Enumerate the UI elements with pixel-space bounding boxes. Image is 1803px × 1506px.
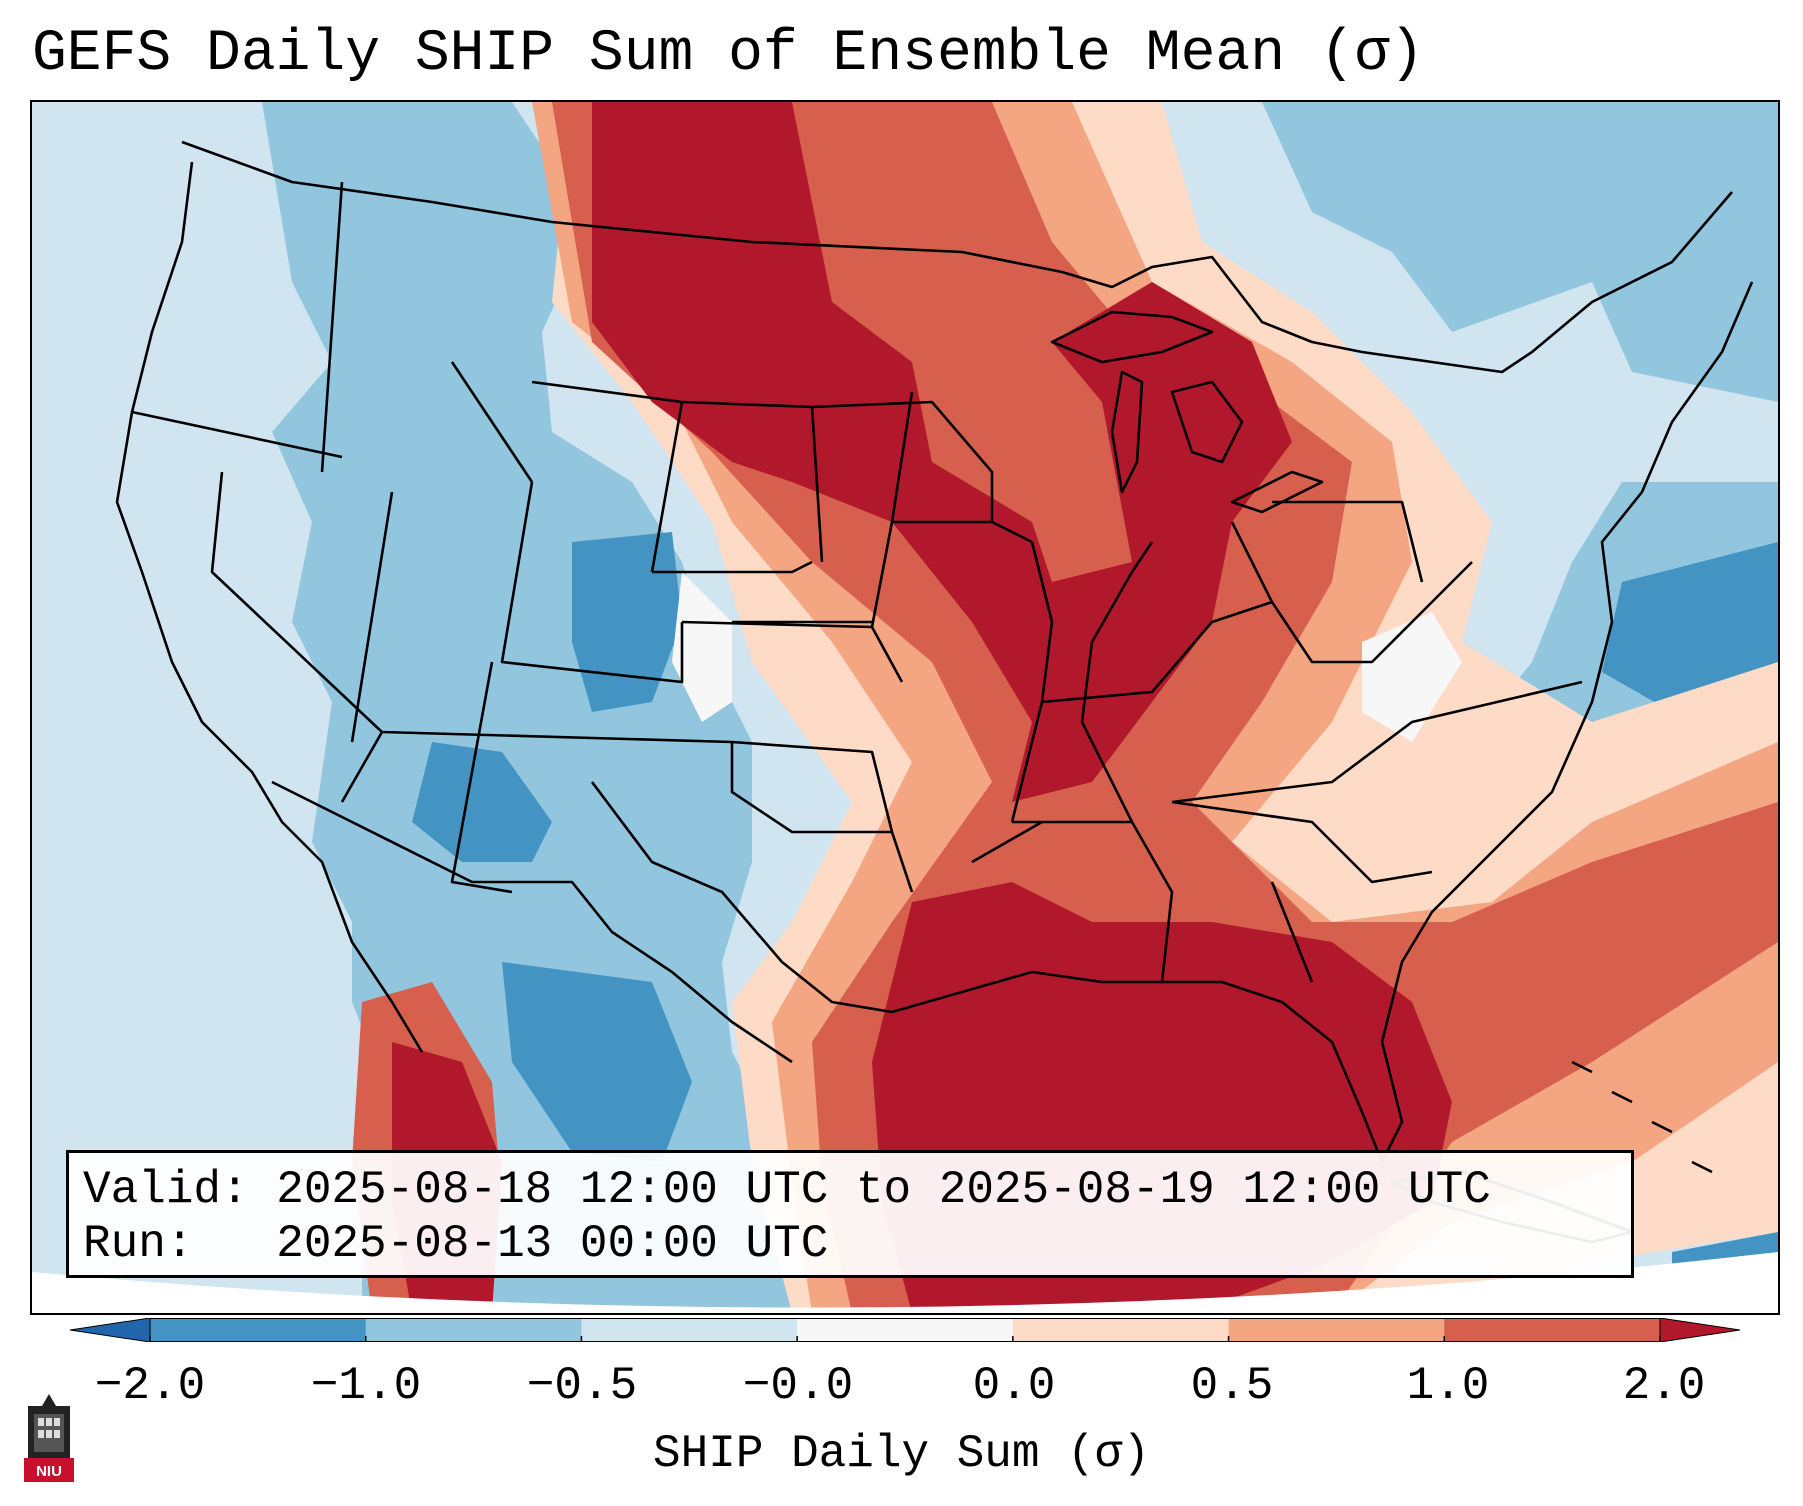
colorbar-ticks: −2.0 −1.0 −0.5 −0.0 0.0 0.5 1.0 2.0 — [0, 1360, 1803, 1420]
colorbar-segment — [365, 1318, 582, 1342]
lake-superior — [1050, 310, 1214, 364]
colorbar — [69, 1317, 1741, 1343]
colorbar-outline — [149, 1318, 1661, 1342]
niu-logo-icon — [24, 1394, 74, 1482]
mexico-border — [271, 780, 793, 1064]
near-zero-west-ridge — [672, 572, 732, 722]
colorbar-segment — [1012, 1318, 1230, 1342]
lake-erie — [1230, 470, 1324, 514]
near-zero-ohio-valley — [1362, 612, 1462, 742]
strong-negative-mexico — [502, 962, 692, 1162]
extreme-positive-plains-greatlakes — [592, 102, 1292, 802]
gulf-atlantic-coast — [590, 281, 1754, 1164]
run-time-text: Run: 2025-08-13 00:00 UTC — [83, 1218, 829, 1270]
colorbar-tick-label: −0.5 — [526, 1360, 638, 1412]
colorbar-tick-label: 1.0 — [1406, 1360, 1490, 1412]
colorbar-tick-label: −0.0 — [742, 1360, 854, 1412]
chart-title: GEFS Daily SHIP Sum of Ensemble Mean (σ) — [32, 22, 1425, 87]
map-svg — [32, 102, 1778, 1313]
colorbar-segment — [581, 1318, 798, 1342]
valid-time-text: Valid: 2025-08-18 12:00 UTC to 2025-08-1… — [83, 1164, 1491, 1216]
colorbar-segment — [797, 1318, 1014, 1342]
colorbar-tick-label: 2.0 — [1622, 1360, 1706, 1412]
colorbar-segment — [1228, 1318, 1445, 1342]
us-canada-border — [181, 140, 1733, 374]
lake-michigan — [1110, 370, 1144, 494]
colorbar-segment — [1444, 1318, 1661, 1342]
colorbar-tick-label: −1.0 — [310, 1360, 422, 1412]
pacific-coast — [115, 161, 424, 1053]
bahamas-islands — [1571, 1060, 1713, 1174]
colorbar-tick-label: 0.5 — [1190, 1360, 1274, 1412]
niu-logo-text: NIU — [36, 1463, 62, 1480]
niu-logo: NIU — [20, 1392, 78, 1484]
colorbar-label: SHIP Daily Sum (σ) — [653, 1428, 1150, 1480]
strong-negative-atlantic — [1602, 542, 1778, 712]
validity-info-box: Valid: 2025-08-18 12:00 UTC to 2025-08-1… — [66, 1150, 1634, 1278]
colorbar-extend-high — [1659, 1317, 1741, 1343]
state-lines — [131, 181, 1583, 983]
negative-anomaly-region-canada-east — [1262, 102, 1778, 402]
colorbar-extend-low — [69, 1317, 151, 1343]
colorbar-segment — [150, 1318, 367, 1342]
strong-negative-colorado — [572, 532, 682, 712]
colorbar-svg — [69, 1317, 1741, 1343]
colorbar-tick-label: 0.0 — [972, 1360, 1056, 1412]
colorbar-tick-label: −2.0 — [94, 1360, 206, 1412]
lake-huron — [1170, 380, 1244, 464]
strong-negative-arizona — [412, 742, 552, 862]
map-panel — [30, 100, 1780, 1315]
projection-edge — [32, 1252, 1778, 1313]
